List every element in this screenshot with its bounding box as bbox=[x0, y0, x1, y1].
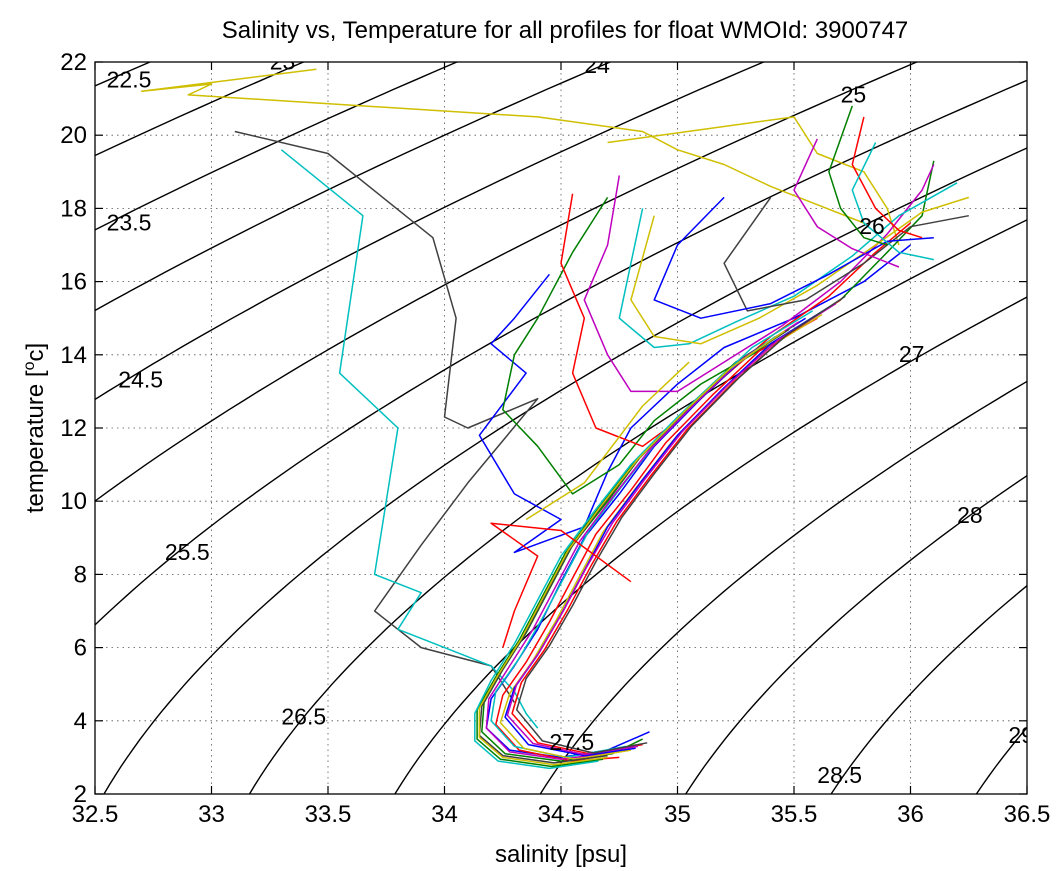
profile-line bbox=[490, 522, 632, 648]
x-tick-label: 33 bbox=[198, 801, 225, 828]
profile-line bbox=[851, 116, 923, 239]
x-tick-label: 35.5 bbox=[771, 801, 818, 828]
contour-label-24: 24 bbox=[584, 52, 610, 78]
profile-line bbox=[630, 196, 970, 345]
chart-title: Salinity vs, Temperature for all profile… bbox=[222, 17, 909, 44]
profile-line bbox=[280, 149, 539, 729]
density-contour-25 bbox=[95, 62, 919, 502]
profile-line bbox=[140, 68, 865, 224]
density-contour-28.5 bbox=[830, 584, 1027, 794]
density-contour-26 bbox=[103, 147, 1027, 794]
density-contours bbox=[95, 62, 1027, 794]
profile-line bbox=[793, 138, 900, 268]
profile-line bbox=[583, 164, 935, 393]
contour-label-27: 27 bbox=[899, 341, 925, 367]
x-tick-label: 36 bbox=[897, 801, 924, 828]
profile-line bbox=[474, 335, 776, 770]
profile-line bbox=[502, 160, 935, 495]
contour-label-26.5: 26.5 bbox=[281, 703, 326, 729]
density-contour-labels: 22.5 23 23.5 24 24.5 25 25.5 26 26.5 27 27.5 28 28.5… bbox=[107, 48, 1034, 788]
contour-label-28.5: 28.5 bbox=[817, 762, 862, 788]
profile-line bbox=[618, 182, 958, 349]
contour-label-25.5: 25.5 bbox=[165, 539, 210, 565]
y-tick-label: 12 bbox=[60, 415, 87, 442]
density-contour-23.5 bbox=[95, 62, 459, 231]
profile-line bbox=[525, 361, 690, 521]
grid-lines bbox=[95, 62, 1027, 794]
y-tick-label: 20 bbox=[60, 122, 87, 149]
y-tick-label: 10 bbox=[60, 488, 87, 515]
x-tick-label: 35 bbox=[664, 801, 691, 828]
profile-line bbox=[723, 196, 969, 312]
profile-line bbox=[653, 196, 934, 319]
contour-label-28: 28 bbox=[957, 502, 983, 528]
profile-line bbox=[485, 321, 800, 760]
profile-line bbox=[828, 105, 888, 246]
density-contour-26.5 bbox=[248, 219, 1027, 794]
y-tick-label: 6 bbox=[74, 635, 87, 662]
y-tick-label: 16 bbox=[60, 269, 87, 296]
x-tick-label: 34.5 bbox=[538, 801, 585, 828]
profile-line bbox=[234, 130, 539, 703]
profile-lines bbox=[140, 68, 970, 770]
density-contour-28 bbox=[684, 474, 1027, 794]
y-tick-label: 22 bbox=[60, 49, 87, 76]
y-tick-label: 2 bbox=[74, 781, 87, 808]
density-contour-25.5 bbox=[95, 79, 1027, 626]
contour-label-23.5: 23.5 bbox=[107, 209, 152, 235]
y-tick-label: 14 bbox=[60, 342, 87, 369]
contour-label-25: 25 bbox=[841, 81, 867, 107]
x-axis-label: salinity [psu] bbox=[495, 841, 627, 868]
density-contour-27.5 bbox=[539, 380, 1027, 794]
contour-label-24.5: 24.5 bbox=[118, 367, 163, 393]
profile-line bbox=[607, 116, 900, 246]
profile-line bbox=[499, 313, 823, 760]
profile-line bbox=[511, 299, 842, 755]
contour-label-27.5: 27.5 bbox=[549, 729, 594, 755]
x-tick-label: 32.5 bbox=[72, 801, 119, 828]
density-contour-24.5 bbox=[95, 62, 766, 401]
y-tick-label: 4 bbox=[74, 708, 87, 735]
profile-line bbox=[478, 244, 911, 554]
y-tick-label: 8 bbox=[74, 561, 87, 588]
profile-line bbox=[851, 142, 934, 261]
y-axis-label: temperature [oc] bbox=[21, 343, 49, 513]
profile-line bbox=[478, 328, 790, 764]
contour-label-22.5: 22.5 bbox=[107, 67, 152, 93]
x-tick-label: 36.5 bbox=[1004, 801, 1051, 828]
profile-line bbox=[504, 306, 830, 757]
density-contour-27 bbox=[394, 296, 1027, 794]
profile-line bbox=[515, 295, 846, 754]
profile-line bbox=[478, 330, 786, 766]
y-tick-label: 18 bbox=[60, 195, 87, 222]
x-tick-label: 33.5 bbox=[305, 801, 352, 828]
density-contour-24 bbox=[95, 62, 613, 312]
x-tick-label: 34 bbox=[431, 801, 458, 828]
profile-line bbox=[506, 302, 837, 756]
axis-ticks: 32.5 33 33.5 34 34.5 35 35.5 36 36.5246810121416… bbox=[60, 49, 1050, 828]
contour-label-23: 23 bbox=[270, 48, 296, 74]
contour-label-29: 29 bbox=[1008, 722, 1034, 748]
contour-label-26: 26 bbox=[859, 213, 885, 239]
profile-line bbox=[560, 193, 911, 448]
profile-line bbox=[495, 317, 818, 762]
